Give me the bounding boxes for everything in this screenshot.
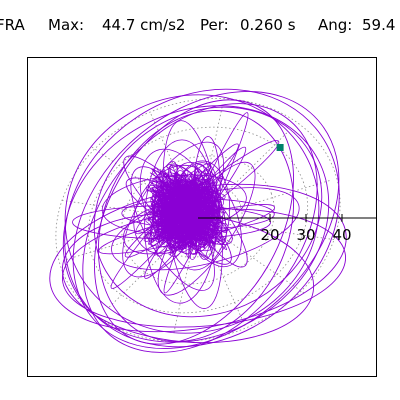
max-value: 44.7 cm/s2 — [102, 16, 186, 34]
grid-spoke — [199, 106, 223, 211]
axis-tick-label: 20 — [260, 226, 279, 244]
trace-loop — [64, 94, 320, 334]
grid-ring — [87, 126, 309, 314]
trace-core — [143, 161, 229, 260]
grid-ring — [121, 155, 275, 285]
grid-ring — [55, 98, 341, 342]
grid-ring — [153, 182, 243, 258]
axis-group: 20 30 40 — [198, 214, 376, 244]
header-bar: FRA Max: 44.7 cm/s2 Per: 0.260 s Ang: 59… — [0, 16, 400, 40]
trace-loop — [97, 110, 295, 342]
trace-loop — [94, 99, 294, 345]
station-code: FRA — [0, 16, 25, 34]
polar-grid — [55, 98, 341, 342]
axis-ticks: 20 30 40 — [260, 214, 352, 244]
angle-label: Ang: — [318, 16, 353, 34]
orbit-plot-frame: 20 30 40 — [27, 57, 377, 377]
max-point-marker — [276, 144, 284, 151]
grid-spoke — [209, 221, 336, 241]
angle-value: 59.4 — [362, 16, 396, 34]
orbit-plot: 20 30 40 — [49, 88, 376, 353]
period-value: 0.260 s — [240, 16, 296, 34]
trace-loop — [64, 88, 340, 348]
max-label: Max: — [48, 16, 85, 34]
period-label: Per: — [200, 16, 229, 34]
axis-tick-label: 40 — [332, 226, 351, 244]
motion-trace — [49, 88, 347, 353]
trace-loop — [72, 91, 340, 349]
axis-tick-label: 30 — [296, 226, 315, 244]
